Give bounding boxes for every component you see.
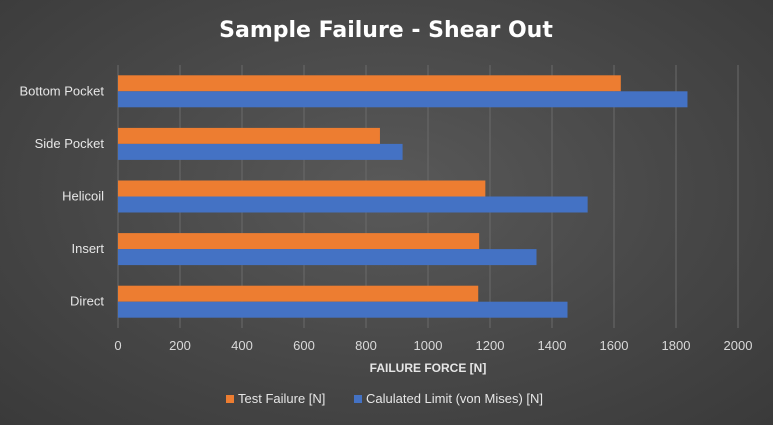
category-label: Insert — [71, 241, 104, 256]
legend: Test Failure [N] Calulated Limit (von Mis… — [226, 391, 543, 406]
x-tick-label: 2000 — [724, 338, 753, 353]
x-tick-label: 200 — [169, 338, 191, 353]
legend-swatch — [354, 395, 362, 403]
bar-test-failure — [118, 233, 480, 250]
bar-calculated-limit — [118, 301, 568, 318]
x-tick-label: 0 — [114, 338, 121, 353]
bar-calculated-limit — [118, 91, 688, 108]
legend-label: Calulated Limit (von Mises) [N] — [366, 391, 543, 406]
chart-title: Sample Failure - Shear Out — [219, 18, 553, 43]
x-axis-title: FAILURE FORCE [N] — [370, 361, 487, 375]
legend-swatch — [226, 395, 234, 403]
legend-label: Test Failure [N] — [238, 391, 325, 406]
x-tick-label: 800 — [355, 338, 377, 353]
bar-calculated-limit — [118, 249, 537, 266]
x-tick-label: 400 — [231, 338, 253, 353]
x-tick-label: 1200 — [476, 338, 505, 353]
bar-calculated-limit — [118, 196, 588, 213]
category-labels: Bottom Pocket Side Pocket Helicoil Insert Di… — [19, 83, 104, 308]
bar-test-failure — [118, 180, 486, 197]
x-tick-label: 1400 — [538, 338, 567, 353]
category-label: Direct — [70, 294, 104, 309]
bar-test-failure — [118, 285, 479, 302]
bar-test-failure — [118, 127, 380, 144]
bar-test-failure — [118, 75, 621, 92]
category-label: Helicoil — [62, 189, 104, 204]
bars — [118, 75, 688, 318]
bar-calculated-limit — [118, 143, 403, 160]
x-tick-labels: 0 200 400 600 800 1000 1200 1400 1600 1800 2000 — [114, 338, 752, 353]
x-tick-label: 1000 — [414, 338, 443, 353]
x-tick-label: 1800 — [662, 338, 691, 353]
category-label: Side Pocket — [35, 136, 105, 151]
category-label: Bottom Pocket — [19, 83, 104, 98]
x-tick-label: 1600 — [600, 338, 629, 353]
x-tick-label: 600 — [293, 338, 315, 353]
